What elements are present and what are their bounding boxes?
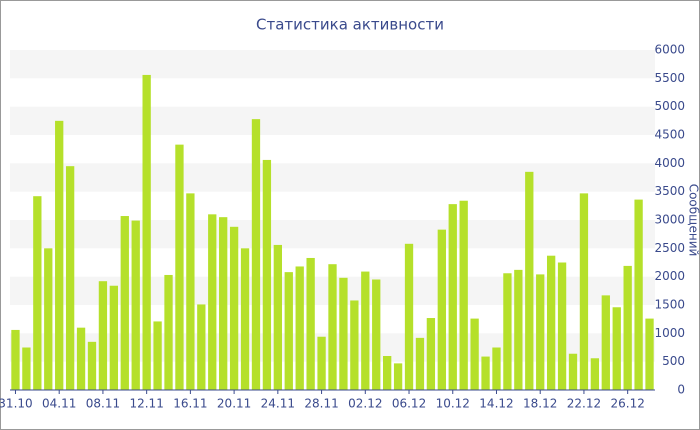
bar — [350, 300, 359, 390]
bar — [546, 255, 556, 390]
y-tick-label: 2500 — [654, 241, 685, 255]
x-tick-label: 04.11 — [42, 397, 76, 411]
bar — [601, 295, 610, 390]
bar — [251, 119, 261, 390]
bar — [503, 273, 512, 390]
y-tick-label: 2000 — [654, 269, 685, 283]
bar — [175, 144, 184, 390]
bar — [44, 248, 53, 390]
grid-band — [10, 50, 655, 79]
bar — [284, 272, 293, 390]
bar — [612, 307, 621, 390]
bar — [437, 229, 446, 390]
bar — [273, 244, 282, 390]
bar — [536, 274, 545, 390]
bar — [65, 166, 75, 390]
x-tick-label: 06.12 — [392, 397, 426, 411]
bar — [623, 265, 632, 390]
bar — [306, 257, 315, 390]
x-tick-label: 18.12 — [523, 397, 557, 411]
bar — [492, 347, 501, 390]
bar — [317, 336, 326, 390]
bar — [415, 337, 425, 390]
x-tick-label: 20.11 — [217, 397, 251, 411]
grid-band — [10, 163, 655, 192]
bar — [109, 285, 119, 390]
bar — [240, 248, 250, 390]
y-tick-label: 1000 — [654, 326, 685, 340]
bar — [557, 262, 567, 390]
x-tick-label: 24.11 — [261, 397, 295, 411]
bar — [142, 74, 151, 390]
y-tick-label: 3000 — [654, 213, 685, 227]
x-tick-label: 14.12 — [479, 397, 513, 411]
y-axis-label: Сообщений — [687, 184, 700, 257]
bar — [645, 318, 654, 390]
bar — [186, 193, 195, 390]
grid-band — [10, 106, 655, 135]
bar — [481, 356, 490, 390]
bar — [470, 318, 479, 390]
bar — [339, 277, 348, 390]
bar — [11, 329, 20, 390]
bar — [568, 353, 578, 390]
bar — [208, 214, 217, 390]
bar — [33, 196, 42, 390]
y-tick-label: 5000 — [654, 99, 685, 113]
bar — [131, 220, 140, 390]
y-tick-label: 6000 — [654, 43, 685, 57]
bar — [295, 266, 304, 390]
bar — [197, 304, 206, 390]
x-tick-label: 02.12 — [348, 397, 382, 411]
bar — [514, 269, 523, 390]
x-tick-label: 22.12 — [567, 397, 601, 411]
bar — [120, 216, 129, 390]
bar — [426, 318, 436, 390]
bar — [328, 264, 337, 390]
bar — [383, 356, 392, 390]
bar — [76, 327, 86, 390]
y-tick-label: 3500 — [654, 184, 685, 198]
y-tick-label: 0 — [677, 383, 685, 397]
bar — [634, 199, 643, 390]
bar — [262, 159, 272, 390]
bar — [22, 347, 31, 390]
bar — [459, 200, 468, 390]
bar — [525, 171, 534, 390]
x-tick-label: 26.12 — [610, 397, 644, 411]
y-tick-label: 500 — [662, 354, 685, 368]
y-tick-label: 4000 — [654, 156, 685, 170]
x-tick-label: 16.11 — [173, 397, 207, 411]
bar — [87, 341, 97, 390]
bar — [98, 281, 108, 390]
y-tick-label: 1500 — [654, 298, 685, 312]
bar — [448, 204, 457, 390]
x-tick-label: 12.11 — [129, 397, 163, 411]
bar — [393, 363, 403, 390]
chart-title: Статистика активности — [256, 16, 444, 34]
bar — [164, 274, 173, 390]
bar — [229, 226, 239, 390]
bar — [579, 193, 589, 390]
bar — [590, 358, 600, 390]
bar — [219, 217, 228, 390]
y-tick-label: 4500 — [654, 128, 685, 142]
x-tick-label: 31.10 — [0, 397, 33, 411]
y-tick-label: 5500 — [654, 71, 685, 85]
bar — [404, 243, 414, 390]
grid-band — [10, 220, 655, 249]
bar — [372, 279, 381, 390]
bar — [153, 321, 162, 390]
x-tick-label: 08.11 — [86, 397, 120, 411]
bar — [361, 271, 370, 390]
bar — [55, 120, 64, 390]
x-tick-label: 28.11 — [304, 397, 338, 411]
x-tick-label: 10.12 — [436, 397, 470, 411]
